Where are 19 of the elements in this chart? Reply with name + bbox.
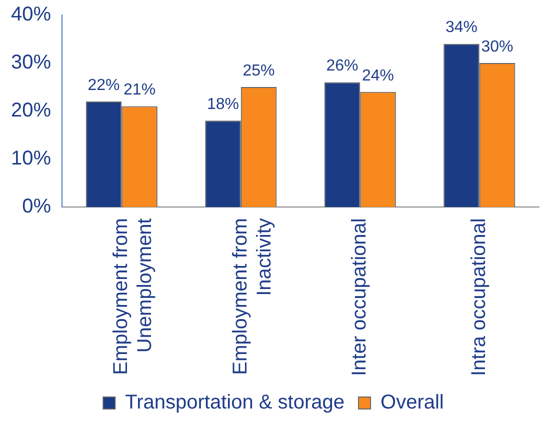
y-tick-label: 20% [11, 100, 52, 122]
legend-label: Overall [380, 392, 444, 414]
y-tick-label: 10% [11, 148, 52, 170]
data-label: 34% [445, 19, 478, 36]
x-tick-label: Employment from Unemployment [110, 218, 156, 375]
y-tick-label: 40% [11, 4, 52, 26]
data-label: 18% [206, 96, 240, 114]
legend-label: Transportation & storage [125, 392, 345, 414]
data-label: 26% [326, 58, 358, 75]
data-label: 24% [362, 67, 394, 84]
data-label: 25% [242, 62, 275, 80]
data-label: 30% [481, 38, 514, 56]
data-label: 22% [88, 76, 120, 94]
y-tick-label: 30% [11, 52, 52, 74]
y-tick-label: 0% [22, 196, 52, 218]
x-tick-label: Employment from Inactivity [229, 218, 276, 375]
data-label: 21% [124, 82, 156, 99]
x-tick-label: Intra occupational [468, 218, 490, 376]
x-tick-label: Inter occupational [348, 218, 371, 376]
